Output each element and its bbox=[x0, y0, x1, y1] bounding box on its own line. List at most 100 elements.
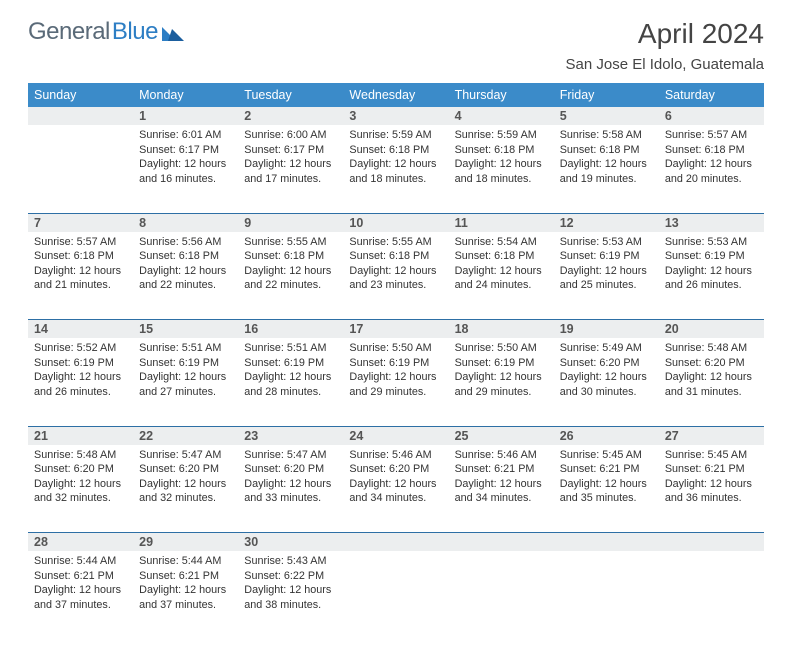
daylight-text-1: Daylight: 12 hours bbox=[560, 264, 653, 279]
day-cell bbox=[28, 125, 133, 213]
sunset-text: Sunset: 6:18 PM bbox=[560, 143, 653, 158]
calendar-page: GeneralBlue April 2024 San Jose El Idolo… bbox=[0, 0, 792, 657]
daylight-text-2: and 18 minutes. bbox=[349, 172, 442, 187]
day-cell bbox=[659, 551, 764, 639]
sunset-text: Sunset: 6:18 PM bbox=[349, 143, 442, 158]
daylight-text-2: and 20 minutes. bbox=[665, 172, 758, 187]
sunset-text: Sunset: 6:21 PM bbox=[665, 462, 758, 477]
day-number: 28 bbox=[28, 533, 133, 552]
sunset-text: Sunset: 6:17 PM bbox=[139, 143, 232, 158]
daylight-text-1: Daylight: 12 hours bbox=[139, 477, 232, 492]
week-row: Sunrise: 5:57 AMSunset: 6:18 PMDaylight:… bbox=[28, 232, 764, 320]
day-detail: Sunrise: 6:00 AMSunset: 6:17 PMDaylight:… bbox=[238, 125, 343, 192]
weekday-heading: Friday bbox=[554, 83, 659, 107]
day-detail: Sunrise: 5:47 AMSunset: 6:20 PMDaylight:… bbox=[238, 445, 343, 512]
day-cell bbox=[554, 551, 659, 639]
sunset-text: Sunset: 6:19 PM bbox=[244, 356, 337, 371]
daylight-text-2: and 24 minutes. bbox=[455, 278, 548, 293]
weekday-heading: Tuesday bbox=[238, 83, 343, 107]
weekday-heading: Monday bbox=[133, 83, 238, 107]
day-cell bbox=[449, 551, 554, 639]
title-block: April 2024 San Jose El Idolo, Guatemala bbox=[566, 18, 764, 79]
day-number: 18 bbox=[449, 320, 554, 339]
daylight-text-2: and 18 minutes. bbox=[455, 172, 548, 187]
daylight-text-2: and 19 minutes. bbox=[560, 172, 653, 187]
day-number bbox=[343, 533, 448, 552]
day-detail: Sunrise: 5:54 AMSunset: 6:18 PMDaylight:… bbox=[449, 232, 554, 299]
sunrise-text: Sunrise: 5:47 AM bbox=[139, 448, 232, 463]
day-number: 21 bbox=[28, 426, 133, 445]
day-number: 4 bbox=[449, 107, 554, 125]
calendar-table: Sunday Monday Tuesday Wednesday Thursday… bbox=[28, 83, 764, 639]
daylight-text-1: Daylight: 12 hours bbox=[665, 370, 758, 385]
daylight-text-1: Daylight: 12 hours bbox=[455, 157, 548, 172]
daylight-text-2: and 16 minutes. bbox=[139, 172, 232, 187]
sunrise-text: Sunrise: 5:45 AM bbox=[560, 448, 653, 463]
daylight-text-2: and 23 minutes. bbox=[349, 278, 442, 293]
day-number: 6 bbox=[659, 107, 764, 125]
daylight-text-1: Daylight: 12 hours bbox=[34, 264, 127, 279]
day-detail: Sunrise: 5:50 AMSunset: 6:19 PMDaylight:… bbox=[449, 338, 554, 405]
day-detail: Sunrise: 5:49 AMSunset: 6:20 PMDaylight:… bbox=[554, 338, 659, 405]
sunrise-text: Sunrise: 5:59 AM bbox=[349, 128, 442, 143]
daylight-text-1: Daylight: 12 hours bbox=[34, 583, 127, 598]
day-cell: Sunrise: 5:56 AMSunset: 6:18 PMDaylight:… bbox=[133, 232, 238, 320]
day-cell: Sunrise: 5:54 AMSunset: 6:18 PMDaylight:… bbox=[449, 232, 554, 320]
day-number: 13 bbox=[659, 213, 764, 232]
sunrise-text: Sunrise: 5:48 AM bbox=[665, 341, 758, 356]
sunset-text: Sunset: 6:19 PM bbox=[455, 356, 548, 371]
day-detail: Sunrise: 5:59 AMSunset: 6:18 PMDaylight:… bbox=[343, 125, 448, 192]
sunrise-text: Sunrise: 5:51 AM bbox=[244, 341, 337, 356]
sunset-text: Sunset: 6:20 PM bbox=[139, 462, 232, 477]
day-detail: Sunrise: 5:57 AMSunset: 6:18 PMDaylight:… bbox=[28, 232, 133, 299]
day-cell: Sunrise: 5:48 AMSunset: 6:20 PMDaylight:… bbox=[28, 445, 133, 533]
day-cell: Sunrise: 5:59 AMSunset: 6:18 PMDaylight:… bbox=[343, 125, 448, 213]
sunset-text: Sunset: 6:18 PM bbox=[665, 143, 758, 158]
sunrise-text: Sunrise: 5:44 AM bbox=[139, 554, 232, 569]
sunrise-text: Sunrise: 5:44 AM bbox=[34, 554, 127, 569]
sunrise-text: Sunrise: 5:46 AM bbox=[455, 448, 548, 463]
sunrise-text: Sunrise: 5:49 AM bbox=[560, 341, 653, 356]
weekday-header: Sunday Monday Tuesday Wednesday Thursday… bbox=[28, 83, 764, 107]
week-row: Sunrise: 5:52 AMSunset: 6:19 PMDaylight:… bbox=[28, 338, 764, 426]
sunset-text: Sunset: 6:20 PM bbox=[34, 462, 127, 477]
day-number: 27 bbox=[659, 426, 764, 445]
daylight-text-1: Daylight: 12 hours bbox=[34, 477, 127, 492]
day-cell: Sunrise: 5:57 AMSunset: 6:18 PMDaylight:… bbox=[659, 125, 764, 213]
week-row: Sunrise: 6:01 AMSunset: 6:17 PMDaylight:… bbox=[28, 125, 764, 213]
sunset-text: Sunset: 6:22 PM bbox=[244, 569, 337, 584]
day-detail: Sunrise: 5:53 AMSunset: 6:19 PMDaylight:… bbox=[659, 232, 764, 299]
daylight-text-2: and 34 minutes. bbox=[455, 491, 548, 506]
brand-part2: Blue bbox=[112, 18, 158, 46]
day-number bbox=[449, 533, 554, 552]
sunset-text: Sunset: 6:20 PM bbox=[244, 462, 337, 477]
daylight-text-2: and 38 minutes. bbox=[244, 598, 337, 613]
sunset-text: Sunset: 6:17 PM bbox=[244, 143, 337, 158]
daylight-text-1: Daylight: 12 hours bbox=[139, 264, 232, 279]
day-detail: Sunrise: 6:01 AMSunset: 6:17 PMDaylight:… bbox=[133, 125, 238, 192]
day-number: 19 bbox=[554, 320, 659, 339]
daylight-text-2: and 27 minutes. bbox=[139, 385, 232, 400]
daylight-text-2: and 32 minutes. bbox=[139, 491, 232, 506]
sunrise-text: Sunrise: 5:51 AM bbox=[139, 341, 232, 356]
daylight-text-2: and 37 minutes. bbox=[139, 598, 232, 613]
day-detail: Sunrise: 5:46 AMSunset: 6:20 PMDaylight:… bbox=[343, 445, 448, 512]
day-detail: Sunrise: 5:58 AMSunset: 6:18 PMDaylight:… bbox=[554, 125, 659, 192]
day-detail: Sunrise: 5:51 AMSunset: 6:19 PMDaylight:… bbox=[238, 338, 343, 405]
day-number-row: 282930 bbox=[28, 533, 764, 552]
day-detail: Sunrise: 5:45 AMSunset: 6:21 PMDaylight:… bbox=[659, 445, 764, 512]
day-number: 3 bbox=[343, 107, 448, 125]
day-cell: Sunrise: 5:55 AMSunset: 6:18 PMDaylight:… bbox=[343, 232, 448, 320]
daylight-text-2: and 26 minutes. bbox=[34, 385, 127, 400]
day-number: 26 bbox=[554, 426, 659, 445]
sunset-text: Sunset: 6:20 PM bbox=[349, 462, 442, 477]
daylight-text-1: Daylight: 12 hours bbox=[244, 264, 337, 279]
day-cell: Sunrise: 5:57 AMSunset: 6:18 PMDaylight:… bbox=[28, 232, 133, 320]
sunset-text: Sunset: 6:18 PM bbox=[139, 249, 232, 264]
day-number: 24 bbox=[343, 426, 448, 445]
sunset-text: Sunset: 6:18 PM bbox=[455, 249, 548, 264]
day-cell: Sunrise: 5:45 AMSunset: 6:21 PMDaylight:… bbox=[554, 445, 659, 533]
day-number: 5 bbox=[554, 107, 659, 125]
daylight-text-1: Daylight: 12 hours bbox=[34, 370, 127, 385]
daylight-text-2: and 26 minutes. bbox=[665, 278, 758, 293]
